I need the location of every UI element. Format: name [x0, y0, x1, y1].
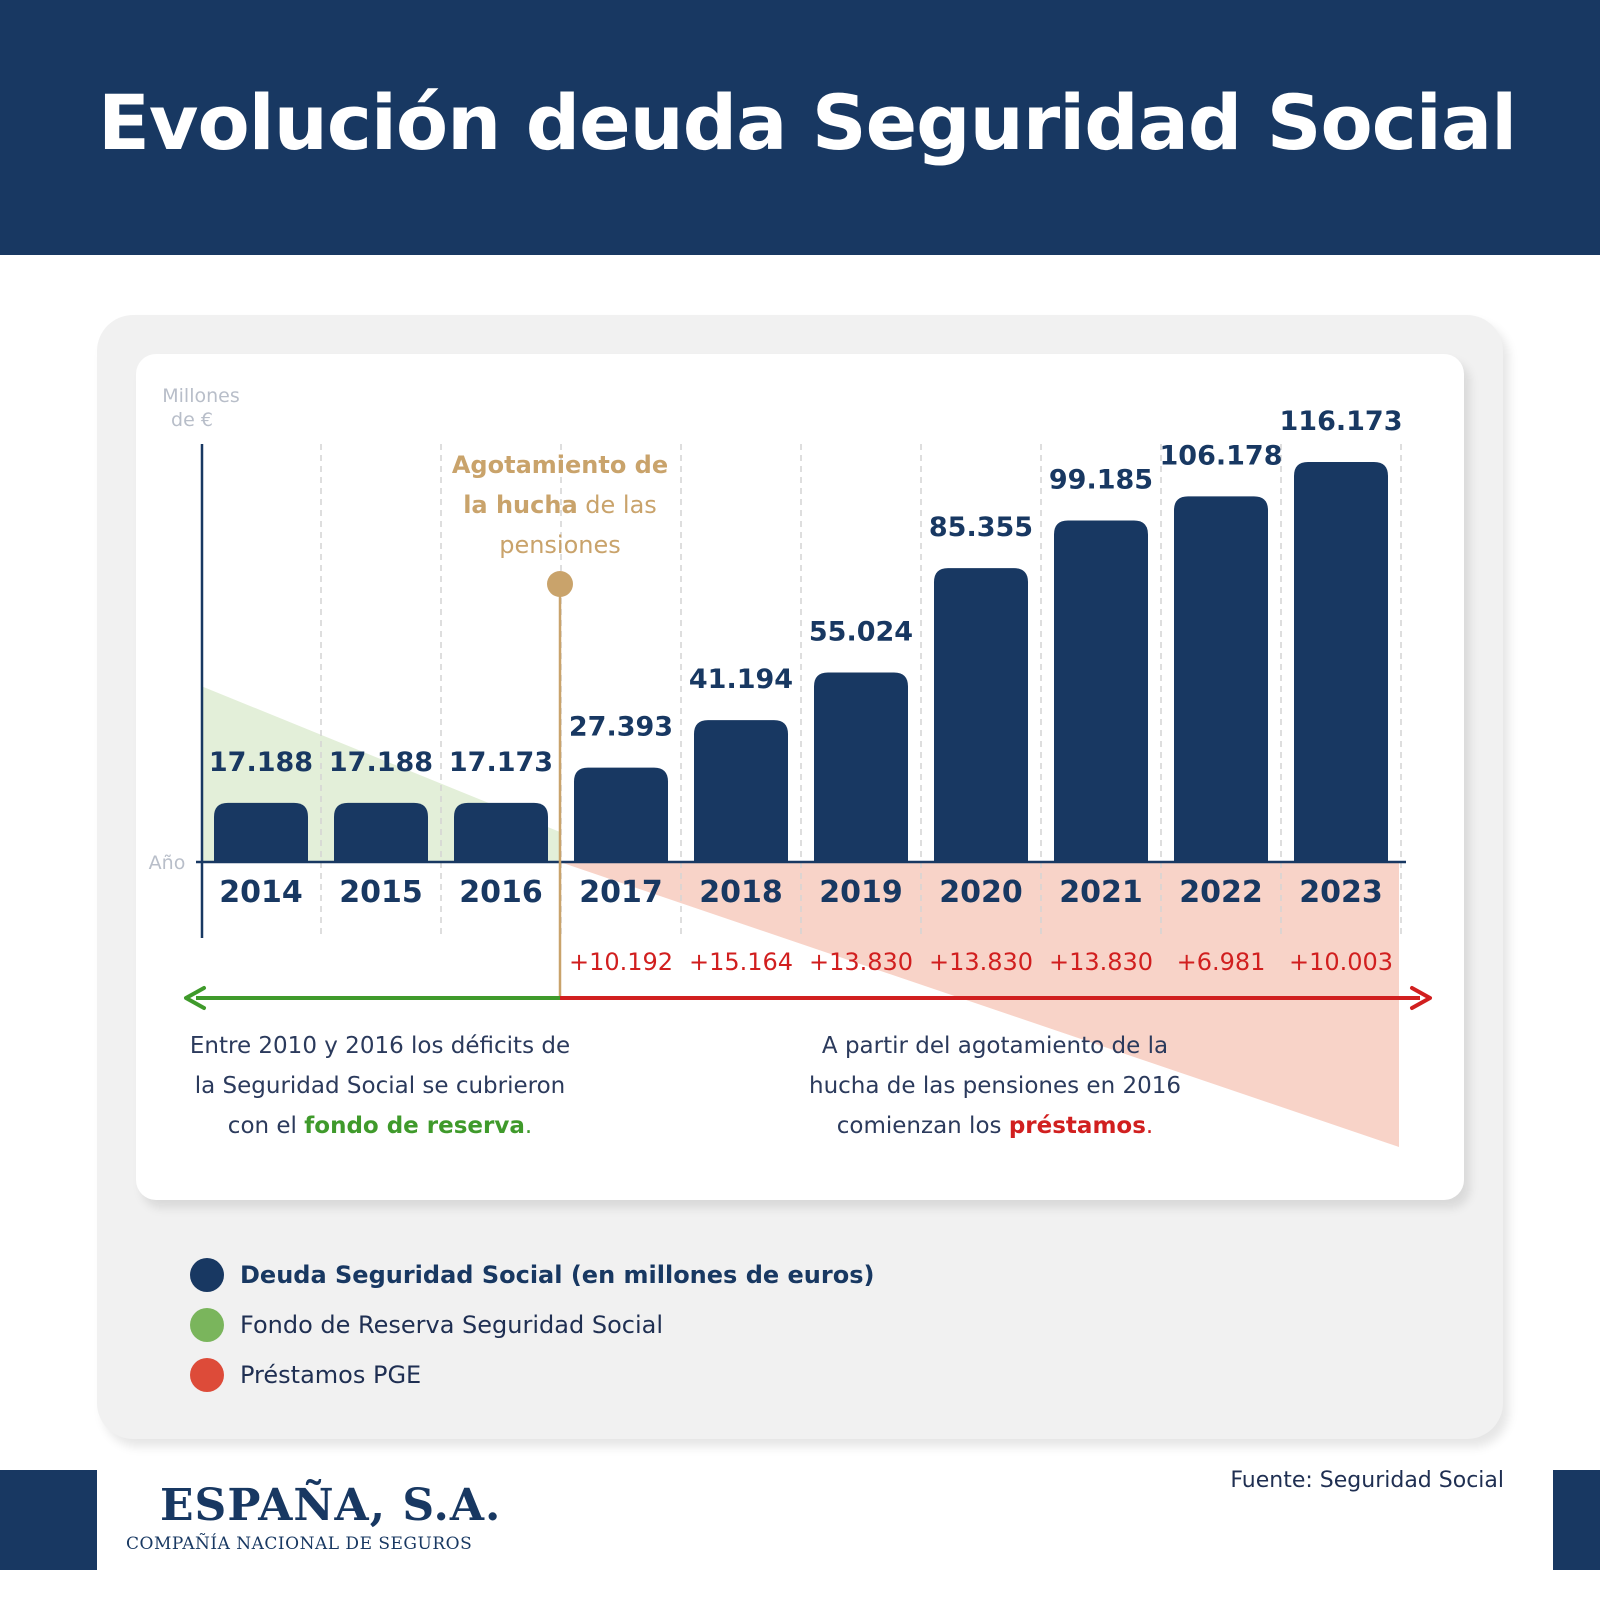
- increment-label-2021: +13.830: [1049, 948, 1153, 976]
- milestone-line3: pensiones: [499, 531, 621, 559]
- x-tick-label-2021: 2021: [1059, 875, 1143, 910]
- increment-label-2020: +13.830: [929, 948, 1033, 976]
- bar-2018: [694, 720, 788, 862]
- bar-value-label-2019: 55.024: [809, 617, 913, 648]
- x-tick-label-2020: 2020: [939, 875, 1023, 910]
- logo-subtitle: COMPAÑÍA NACIONAL DE SEGUROS: [126, 1534, 473, 1554]
- bar-2015: [334, 802, 428, 862]
- bar-value-label-2015: 17.188: [329, 747, 433, 778]
- bar-value-label-2016: 17.173: [449, 747, 553, 778]
- x-tick-label-2022: 2022: [1179, 875, 1263, 910]
- legend-item-reserve-fund: Fondo de Reserva Seguridad Social: [190, 1300, 874, 1350]
- bar-2022: [1174, 496, 1268, 862]
- loans-note-line3-pre: comienzan los: [836, 1113, 1009, 1139]
- page-title: Evolución deuda Seguridad Social: [98, 78, 1517, 167]
- bar-2019: [814, 672, 908, 862]
- legend-item-loans: Préstamos PGE: [190, 1350, 874, 1400]
- bar-value-label-2020: 85.355: [929, 512, 1033, 543]
- reserve-note-line2: la Seguridad Social se cubrieron: [194, 1073, 566, 1099]
- milestone-line1: Agotamiento de: [451, 451, 669, 479]
- bar-value-label-2021: 99.185: [1049, 464, 1153, 495]
- increment-label-2019: +13.830: [809, 948, 913, 976]
- legend-dot-debt: [190, 1258, 224, 1292]
- bar-value-label-2023: 116.173: [1280, 406, 1403, 437]
- x-tick-label-2015: 2015: [339, 875, 423, 910]
- milestone-line2-rest: de las: [577, 491, 657, 519]
- bar-value-label-2018: 41.194: [689, 664, 793, 695]
- increment-label-2018: +15.164: [689, 948, 793, 976]
- x-tick-label-2019: 2019: [819, 875, 903, 910]
- x-axis-title: Año: [149, 852, 186, 874]
- y-axis-title-line2: de €: [171, 409, 213, 431]
- legend-dot-loans: [190, 1358, 224, 1392]
- right-arrowhead-icon: [1410, 986, 1432, 1010]
- bar-2020: [934, 568, 1028, 862]
- loans-note-line1: A partir del agotamiento de la: [821, 1033, 1169, 1059]
- legend-label-loans: Préstamos PGE: [240, 1361, 422, 1389]
- loans-note-line2: hucha de las pensiones en 2016: [809, 1073, 1181, 1099]
- loans-note: A partir del agotamiento de la hucha de …: [780, 1026, 1210, 1146]
- x-tick-label-2023: 2023: [1299, 875, 1383, 910]
- reserve-note-highlight: fondo de reserva: [304, 1113, 525, 1139]
- bar-2016: [454, 802, 548, 862]
- logo-title: ESPAÑA, S.A.: [160, 1480, 502, 1531]
- x-tick-label-2017: 2017: [579, 875, 663, 910]
- increment-label-2022: +6.981: [1177, 948, 1266, 976]
- loans-note-highlight: préstamos: [1008, 1113, 1146, 1139]
- reserve-note-line3-post: .: [524, 1113, 533, 1139]
- legend-label-reserve-fund: Fondo de Reserva Seguridad Social: [240, 1311, 663, 1339]
- y-axis-title-line1: Millones: [162, 385, 239, 407]
- legend-label-debt: Deuda Seguridad Social (en millones de e…: [240, 1261, 875, 1289]
- reserve-fund-note: Entre 2010 y 2016 los déficits de la Seg…: [170, 1026, 590, 1146]
- legend-item-debt: Deuda Seguridad Social (en millones de e…: [190, 1250, 874, 1300]
- milestone-dot: [547, 571, 573, 597]
- bar-value-label-2017: 27.393: [569, 712, 673, 743]
- loans-area: [560, 862, 1399, 1147]
- legend: Deuda Seguridad Social (en millones de e…: [190, 1250, 874, 1400]
- x-tick-label-2016: 2016: [459, 875, 543, 910]
- footer-right-block: [1553, 1470, 1600, 1570]
- footer-left-block: [0, 1470, 97, 1570]
- increment-label-2017: +10.192: [569, 948, 673, 976]
- left-arrowhead-icon: [184, 986, 206, 1010]
- x-tick-label-2018: 2018: [699, 875, 783, 910]
- bar-2021: [1054, 520, 1148, 862]
- bar-value-label-2022: 106.178: [1160, 440, 1283, 471]
- bar-value-label-2014: 17.188: [209, 747, 313, 778]
- x-tick-label-2014: 2014: [219, 875, 303, 910]
- increment-label-2023: +10.003: [1289, 948, 1393, 976]
- milestone-annotation: Agotamiento de la hucha de las pensiones: [420, 445, 700, 565]
- bar-2023: [1294, 462, 1388, 862]
- loans-note-line3-post: .: [1145, 1113, 1154, 1139]
- reserve-note-line3-pre: con el: [227, 1113, 305, 1139]
- reserve-note-line1: Entre 2010 y 2016 los déficits de: [189, 1033, 571, 1059]
- bar-2017: [574, 767, 668, 862]
- source-note: Fuente: Seguridad Social: [1230, 1468, 1504, 1493]
- header-banner: Evolución deuda Seguridad Social: [0, 0, 1600, 255]
- milestone-line2-bold: la hucha: [463, 491, 578, 519]
- legend-dot-reserve-fund: [190, 1308, 224, 1342]
- bar-2014: [214, 802, 308, 862]
